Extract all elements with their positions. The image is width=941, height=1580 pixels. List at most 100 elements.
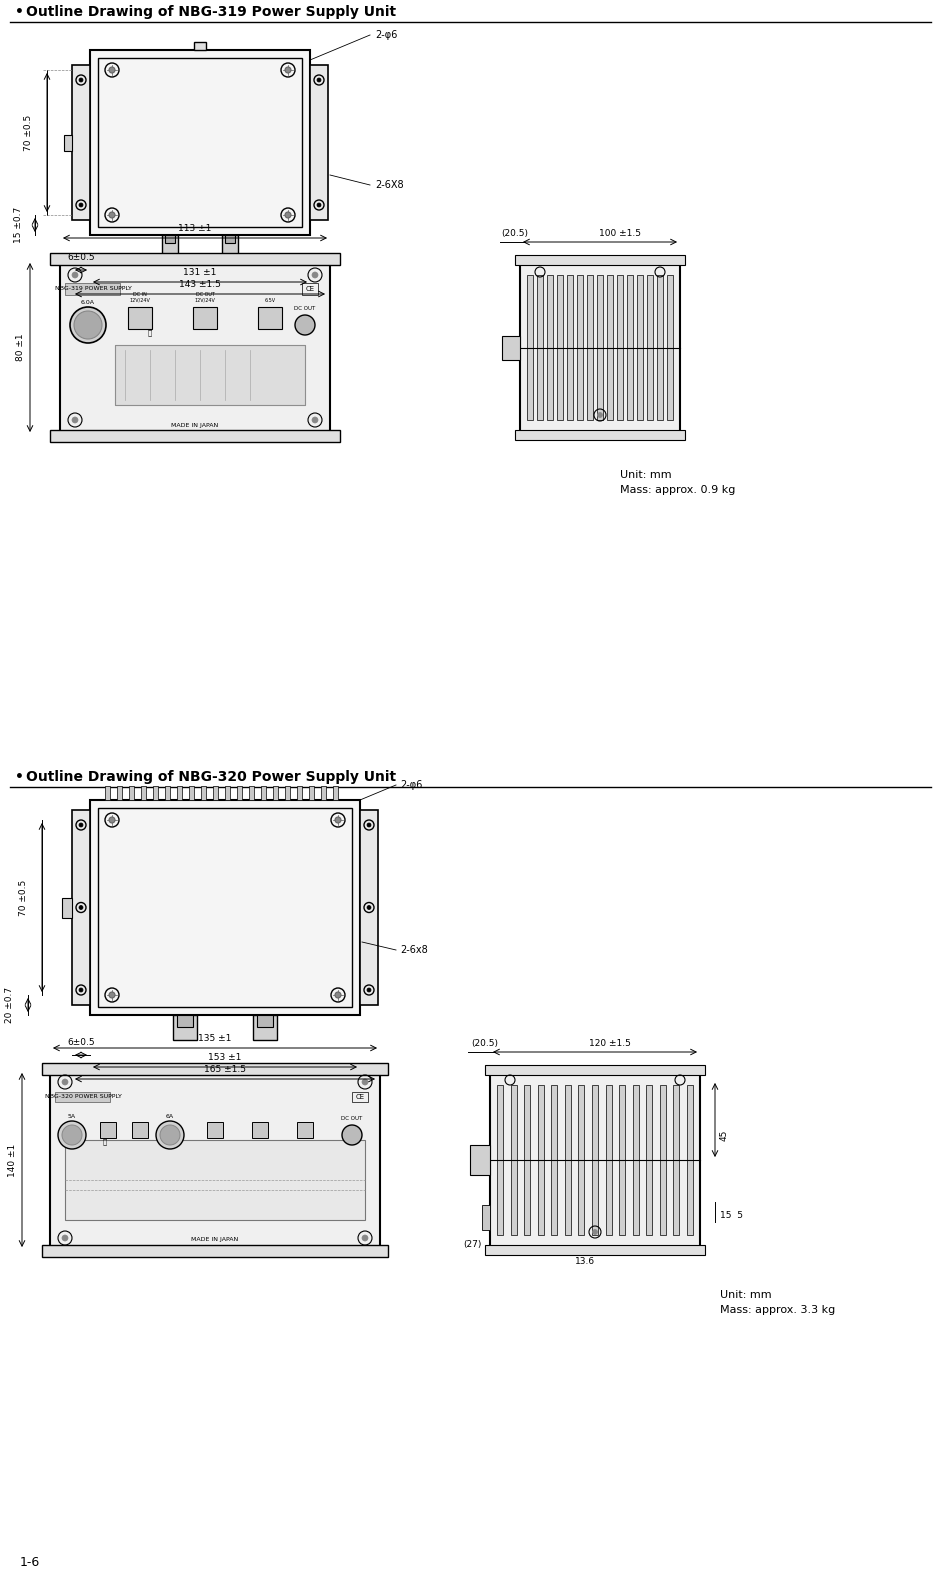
Text: Outline Drawing of NBG-319 Power Supply Unit: Outline Drawing of NBG-319 Power Supply … xyxy=(26,5,396,19)
Bar xyxy=(50,1070,380,1250)
Bar xyxy=(50,253,340,265)
Bar xyxy=(667,275,673,420)
Bar xyxy=(302,283,318,295)
Text: Mass: approx. 3.3 kg: Mass: approx. 3.3 kg xyxy=(720,1305,836,1315)
Bar xyxy=(90,51,310,235)
Bar xyxy=(98,58,302,228)
Text: 131 ±1: 131 ±1 xyxy=(183,269,216,276)
Bar xyxy=(64,134,72,150)
Bar xyxy=(65,1141,365,1220)
Bar xyxy=(547,275,553,420)
Text: 6A: 6A xyxy=(166,1114,174,1120)
Text: (27): (27) xyxy=(463,1240,481,1250)
Text: 140 ±1: 140 ±1 xyxy=(8,1144,17,1177)
Bar xyxy=(258,307,282,329)
Bar xyxy=(252,1122,268,1138)
Text: DC OUT
12V/24V: DC OUT 12V/24V xyxy=(195,292,215,303)
Circle shape xyxy=(109,817,115,823)
Circle shape xyxy=(79,823,83,826)
Bar xyxy=(207,1122,223,1138)
Text: 70 ±0.5: 70 ±0.5 xyxy=(20,880,28,916)
Bar xyxy=(55,1092,110,1101)
Bar xyxy=(637,275,643,420)
Circle shape xyxy=(72,417,78,423)
Circle shape xyxy=(362,1236,368,1240)
Bar xyxy=(502,335,520,360)
Circle shape xyxy=(362,1079,368,1085)
Circle shape xyxy=(367,823,371,826)
Circle shape xyxy=(72,272,78,278)
Text: MADE IN JAPAN: MADE IN JAPAN xyxy=(191,1237,239,1242)
Bar xyxy=(592,1085,598,1236)
Bar xyxy=(50,430,340,442)
Text: (20.5): (20.5) xyxy=(471,1040,499,1048)
Text: 113 ±1: 113 ±1 xyxy=(178,224,212,232)
Bar xyxy=(485,1065,705,1074)
Bar xyxy=(524,1085,530,1236)
Bar xyxy=(65,283,120,295)
Text: 2-φ6: 2-φ6 xyxy=(400,781,423,790)
Circle shape xyxy=(156,1120,184,1149)
Text: 45: 45 xyxy=(720,1130,729,1141)
Text: 100 ±1.5: 100 ±1.5 xyxy=(599,229,641,239)
Text: MADE IN JAPAN: MADE IN JAPAN xyxy=(171,422,218,428)
Bar xyxy=(557,275,563,420)
Text: 13.6: 13.6 xyxy=(575,1258,595,1267)
Text: 6.0A: 6.0A xyxy=(81,300,95,305)
Bar xyxy=(129,785,134,799)
Text: •: • xyxy=(15,5,24,19)
Bar xyxy=(165,235,175,243)
Bar xyxy=(100,1122,116,1138)
Circle shape xyxy=(79,988,83,992)
Text: NBG-320 POWER SUPPLY: NBG-320 POWER SUPPLY xyxy=(44,1095,121,1100)
Circle shape xyxy=(295,314,315,335)
Circle shape xyxy=(62,1125,82,1146)
Bar xyxy=(657,275,663,420)
Bar xyxy=(189,785,194,799)
Bar xyxy=(537,1085,544,1236)
Bar xyxy=(482,1206,490,1229)
Bar xyxy=(98,807,352,1006)
Bar xyxy=(194,43,206,51)
Text: Mass: approx. 0.9 kg: Mass: approx. 0.9 kg xyxy=(620,485,735,495)
Circle shape xyxy=(335,992,341,999)
Bar xyxy=(42,1063,388,1074)
Bar xyxy=(551,1085,557,1236)
Text: 120 ±1.5: 120 ±1.5 xyxy=(589,1040,630,1048)
Bar xyxy=(607,275,613,420)
Bar xyxy=(490,1070,700,1250)
Bar xyxy=(515,430,685,439)
Bar xyxy=(273,785,278,799)
Circle shape xyxy=(312,417,318,423)
Circle shape xyxy=(79,905,83,910)
Bar xyxy=(360,811,378,1005)
Bar xyxy=(511,1085,517,1236)
Bar xyxy=(321,785,326,799)
Bar xyxy=(177,1014,193,1027)
Text: 153 ±1: 153 ±1 xyxy=(208,1052,242,1062)
Bar xyxy=(617,275,623,420)
Bar xyxy=(90,799,360,1014)
Bar xyxy=(627,275,633,420)
Circle shape xyxy=(367,988,371,992)
Text: 15  5: 15 5 xyxy=(720,1210,743,1220)
Bar xyxy=(485,1245,705,1255)
Bar xyxy=(309,785,314,799)
Bar xyxy=(105,785,110,799)
Text: 6.5V: 6.5V xyxy=(264,299,276,303)
Bar xyxy=(497,1085,503,1236)
Bar xyxy=(515,254,685,265)
Bar xyxy=(162,235,178,254)
Circle shape xyxy=(79,202,83,207)
Bar xyxy=(577,275,583,420)
Bar xyxy=(527,275,533,420)
Circle shape xyxy=(285,212,291,218)
Bar xyxy=(647,275,653,420)
Bar xyxy=(257,1014,273,1027)
Bar xyxy=(333,785,338,799)
Circle shape xyxy=(74,311,102,340)
Bar xyxy=(565,1085,571,1236)
Bar xyxy=(72,65,90,220)
Bar xyxy=(470,1146,490,1176)
Bar xyxy=(173,1014,197,1040)
